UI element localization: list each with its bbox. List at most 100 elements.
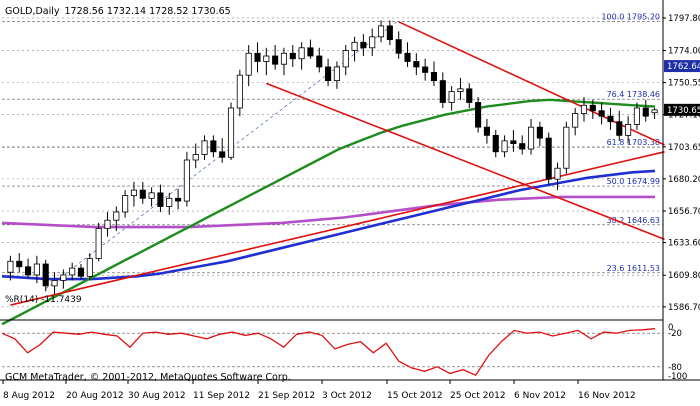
fib-level-label: 38.2 1646.63 xyxy=(607,216,660,225)
time-axis-label: 3 Oct 2012 xyxy=(322,391,372,401)
wr-level-label: -80 xyxy=(668,363,682,373)
candle-body xyxy=(492,134,499,153)
highlight-price-tag-bg xyxy=(664,60,700,73)
candle-body xyxy=(201,140,208,155)
price-axis: 1797.801774.001750.551727.101703.651680.… xyxy=(0,0,700,381)
indicator-label: %R(14) -11.7439 xyxy=(5,295,82,305)
candle-body xyxy=(113,211,120,221)
candle-body xyxy=(272,55,279,65)
candle-body xyxy=(316,55,323,68)
grid xyxy=(2,17,663,308)
williams-r-panel: -20 -80 0 -100 xyxy=(1,323,687,382)
time-axis-label: 25 Oct 2012 xyxy=(450,391,506,401)
time-axis: 8 Aug 2012 20 Aug 2012 30 Aug 2012 11 Sep 2… xyxy=(2,380,636,401)
candle-body xyxy=(210,140,217,153)
candle-body xyxy=(219,151,226,158)
chart-header: GOLD,Daily 1728.56 1732.14 1728.52 1730.6… xyxy=(5,6,231,17)
time-axis-label: 21 Sep 2012 xyxy=(258,391,315,401)
candle-body xyxy=(25,266,32,276)
candle-body xyxy=(545,137,552,180)
candle-body xyxy=(192,154,199,161)
candle-body xyxy=(501,140,508,153)
candle-body xyxy=(245,52,252,76)
wr-scale-label: 0 xyxy=(668,323,673,333)
candle-body xyxy=(263,55,270,62)
fib-level-label: 76.4 1738.46 xyxy=(607,90,660,99)
price-axis-label: 1609.80 xyxy=(668,271,700,281)
candle-body xyxy=(528,126,535,150)
candle-body xyxy=(598,110,605,117)
candle-body xyxy=(298,47,305,60)
candle-body xyxy=(607,115,614,123)
candle-body xyxy=(351,41,358,51)
williams-r-line xyxy=(1,328,656,377)
candle-body xyxy=(616,121,623,136)
copyright-text: GCM MetaTrader, © 2001-2012, MetaQuotes … xyxy=(5,372,291,383)
candle-body xyxy=(307,47,314,57)
candle-body xyxy=(483,126,490,136)
time-axis-label: 30 Aug 2012 xyxy=(128,391,186,401)
candle-body xyxy=(104,219,111,229)
candle-body xyxy=(148,192,155,199)
candle-body xyxy=(33,263,40,276)
candle-body xyxy=(60,274,67,281)
symbol-timeframe: GOLD,Daily xyxy=(5,6,60,17)
candle-body xyxy=(404,52,411,62)
candle-body xyxy=(139,189,146,199)
candle-body xyxy=(457,88,464,92)
candle-body xyxy=(625,124,632,136)
price-axis-label: 1656.70 xyxy=(668,207,700,217)
ohlc-values: 1728.56 1732.14 1728.52 1730.65 xyxy=(65,6,231,17)
candle-body xyxy=(130,189,137,196)
candle-body xyxy=(519,143,526,150)
candle-body xyxy=(227,107,235,158)
candle-body xyxy=(175,197,182,202)
candle-body xyxy=(86,258,93,277)
candle-body xyxy=(422,66,429,73)
time-axis-label: 20 Aug 2012 xyxy=(66,391,124,401)
price-axis-label: 1586.70 xyxy=(668,303,700,313)
candle-body xyxy=(325,66,332,82)
current-price-tag: 1730.65 xyxy=(667,106,700,116)
fib-baseline xyxy=(45,20,399,289)
fib-level-label: 50.0 1674.99 xyxy=(607,177,660,186)
time-axis-label: 15 Oct 2012 xyxy=(387,391,443,401)
candle-body xyxy=(254,52,261,62)
ma-fast-line xyxy=(1,98,656,326)
candle-body xyxy=(289,52,296,60)
candle-body xyxy=(369,36,376,49)
candle-body xyxy=(642,107,649,117)
fib-level-label: 23.6 1611.53 xyxy=(607,264,660,273)
candle-body xyxy=(563,126,570,169)
candle-body xyxy=(589,104,596,112)
candle-body xyxy=(466,88,473,103)
candle-body xyxy=(413,61,420,68)
candle-body xyxy=(580,104,588,114)
price-axis-label: 1633.60 xyxy=(668,239,700,249)
wr-scale-label: -100 xyxy=(668,372,687,382)
candle-body xyxy=(572,113,579,128)
fibonacci-levels: 100.0 1795.20 76.4 1738.46 61.8 1703.38 50.… xyxy=(2,13,663,289)
time-axis-label: 11 Sep 2012 xyxy=(193,391,250,401)
wr-level-label: -20 xyxy=(668,329,682,339)
fib-level-label: 61.8 1703.38 xyxy=(607,138,660,147)
candle-body xyxy=(51,280,58,287)
trendline-lower-channel xyxy=(266,82,665,241)
candle-body xyxy=(395,39,402,54)
ma-slow-line xyxy=(1,195,655,229)
candle-body xyxy=(157,192,164,207)
candle-body xyxy=(280,52,288,65)
candle-body xyxy=(475,102,482,128)
current-price-tag-bg xyxy=(664,103,700,116)
candle-body xyxy=(448,91,455,103)
candle-body xyxy=(236,74,243,109)
candle-body xyxy=(536,126,543,139)
candle-body xyxy=(69,267,76,276)
highlight-price-tag: 1762.64 xyxy=(667,62,700,72)
candle-body xyxy=(333,66,340,82)
price-axis-label: 1750.55 xyxy=(668,79,700,89)
candle-body xyxy=(342,50,349,68)
candle-body xyxy=(183,159,190,202)
